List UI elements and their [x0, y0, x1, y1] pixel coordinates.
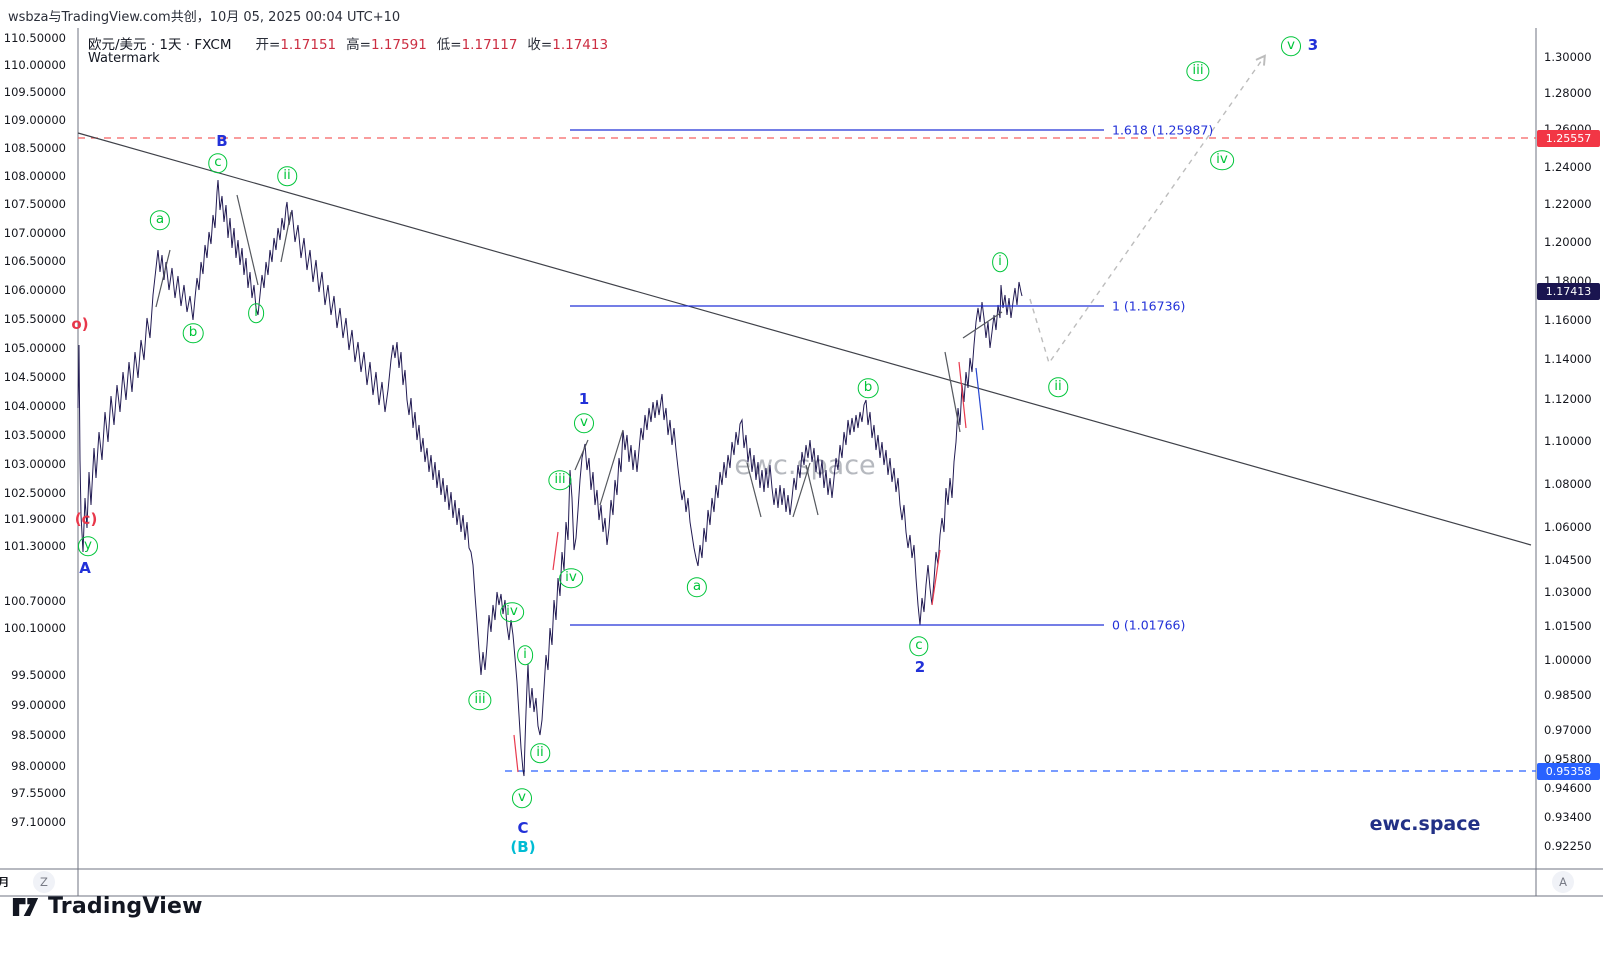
ohlc-value-1: 1.17591 [370, 37, 427, 53]
mini-trend-segment[interactable] [746, 462, 762, 518]
projection-arrow[interactable] [1029, 54, 1266, 365]
mini-trend-segment[interactable] [975, 367, 984, 431]
descending-trendline[interactable] [77, 132, 1532, 546]
mini-trend-segment[interactable] [236, 194, 259, 286]
attribution-text: wsbza与TradingView.com共创，10月 05, 2025 00:… [8, 10, 401, 25]
ohlc-label-0: 开= [255, 37, 281, 53]
ohlc-value-0: 1.17151 [280, 37, 337, 53]
timezone-z-button[interactable]: Z [33, 871, 55, 893]
mini-trend-segment[interactable] [599, 429, 624, 506]
mini-trend-segment[interactable] [280, 211, 292, 263]
mini-trend-segment[interactable] [552, 531, 559, 571]
mini-trend-segment[interactable] [574, 439, 589, 471]
ohlc-value-2: 1.17117 [461, 37, 518, 53]
ohlc-label-1: 高= [346, 37, 371, 53]
corner-watermark: ewc.space [1369, 813, 1481, 835]
tradingview-logo-text: TradingView [48, 894, 203, 919]
auto-scale-a-button[interactable]: A [1552, 871, 1574, 893]
chart-legend: 欧元/美元 · 1天 · FXCM 开=1.17151 高=1.17591 低=1.1… [88, 33, 608, 53]
mini-trend-segment[interactable] [931, 549, 941, 606]
tradingview-logo[interactable]: TradingView [12, 894, 203, 919]
price-line-series[interactable] [77, 179, 1023, 777]
legend-watermark-text: Watermark [88, 51, 160, 66]
mini-trend-segment[interactable] [944, 351, 961, 433]
mini-trend-segment[interactable] [962, 311, 1003, 339]
mini-trend-segment[interactable] [805, 464, 819, 516]
mini-trend-segment[interactable] [513, 734, 519, 773]
ohlc-value-3: 1.17413 [552, 37, 609, 53]
symbol-title[interactable]: 欧元/美元 · 1天 · FXCM [88, 37, 232, 53]
ohlc-label-2: 低= [436, 37, 462, 53]
ohlc-values: 开=1.17151 高=1.17591 低=1.17117 收=1.17413 [246, 37, 609, 53]
mini-trend-segment[interactable] [958, 361, 967, 429]
ohlc-label-3: 收= [527, 37, 553, 53]
mini-trend-segment[interactable] [155, 249, 171, 308]
tradingview-logo-icon [12, 897, 39, 916]
